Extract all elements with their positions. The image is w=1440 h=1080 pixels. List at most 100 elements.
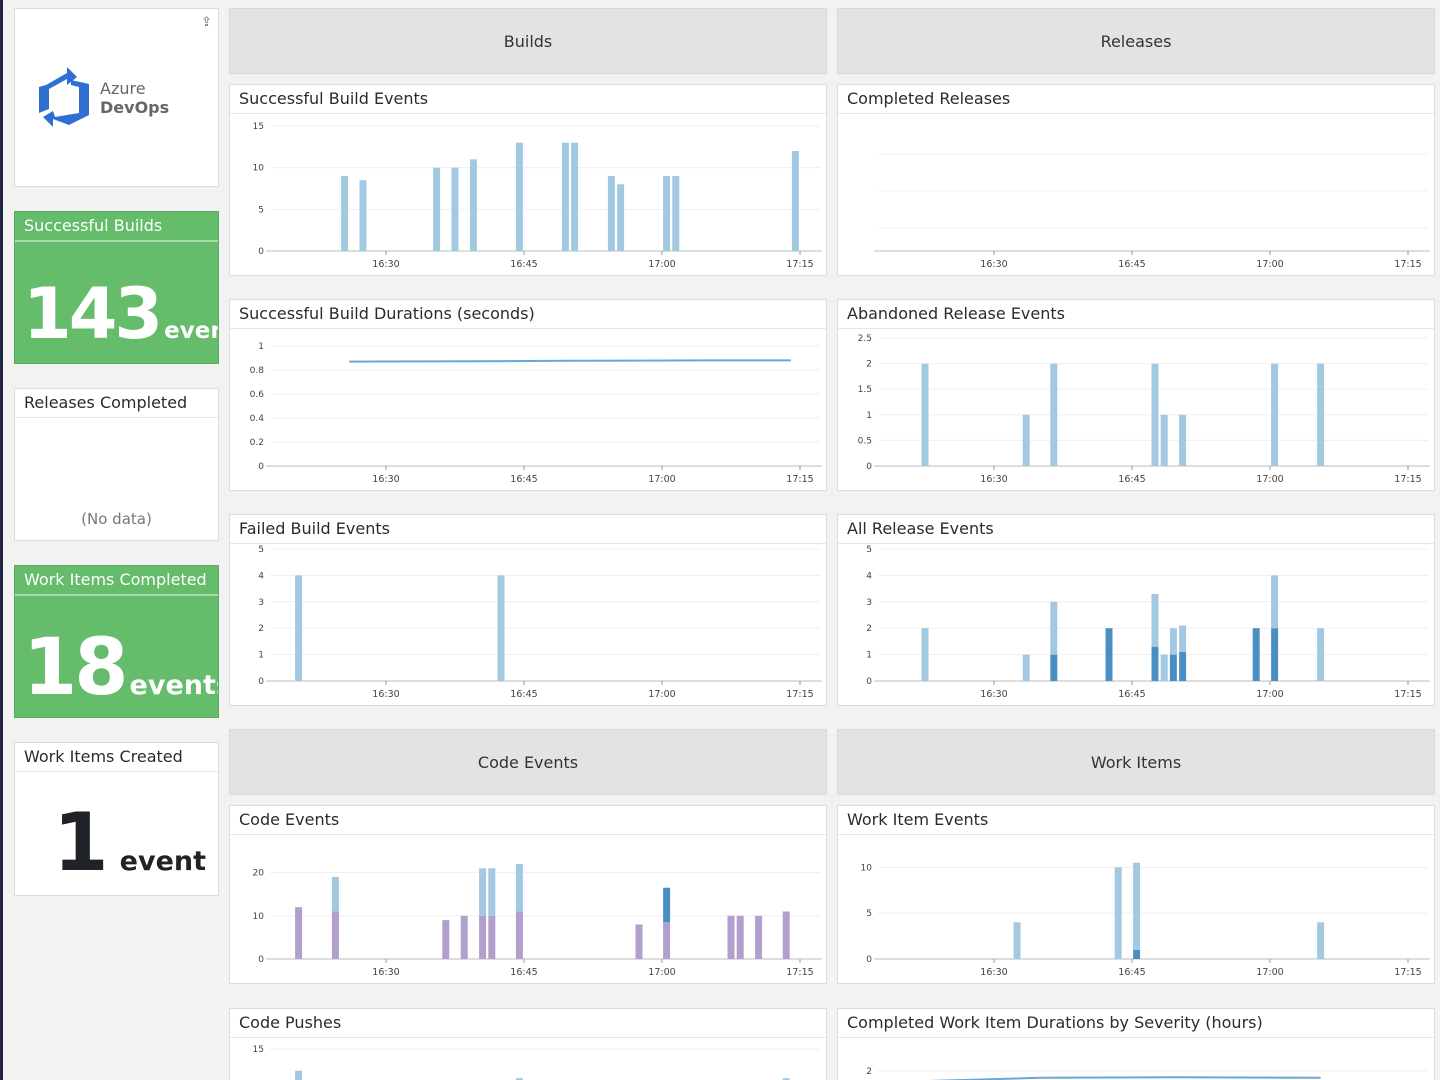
bar-segment[interactable]	[433, 167, 441, 251]
bar-segment[interactable]	[331, 911, 339, 959]
bar-segment[interactable]	[479, 915, 487, 959]
y-tick-label: 5	[866, 909, 872, 919]
bar-segment[interactable]	[755, 915, 763, 959]
work-items-created-widget[interactable]: Work Items Created 1 event	[14, 742, 219, 896]
bar-segment[interactable]	[295, 575, 303, 681]
bar-segment[interactable]	[736, 915, 744, 959]
bar-segment[interactable]	[1252, 628, 1260, 681]
x-tick-label: 16:30	[980, 967, 1007, 978]
releases-completed-widget[interactable]: Releases Completed (No data)	[14, 388, 219, 541]
bar-segment[interactable]	[515, 863, 523, 912]
bar-segment[interactable]	[663, 887, 671, 923]
bar-segment[interactable]	[782, 911, 790, 959]
chart-all-release-events[interactable]: All Release Events 0 1 2 3 4 5 16:30 16:45 17:00 1…	[837, 514, 1435, 706]
chart-completed-work-item-durations[interactable]: Completed Work Item Durations by Severit…	[837, 1008, 1435, 1080]
bar-segment[interactable]	[1133, 949, 1141, 959]
bar-segment[interactable]	[442, 920, 450, 959]
chart-plot: 0 0.2 0.4 0.6 0.8 1 16:30 16:45 17:00 17:15	[250, 342, 822, 485]
bar-segment[interactable]	[515, 911, 523, 959]
bar-segment[interactable]	[1050, 654, 1058, 681]
bar-segment[interactable]	[460, 915, 468, 959]
y-tick-label: 5	[866, 545, 872, 555]
bar-segment[interactable]	[1169, 628, 1177, 655]
bar-segment[interactable]	[1317, 922, 1325, 959]
bar-segment[interactable]	[571, 142, 579, 251]
bar-segment[interactable]	[561, 142, 569, 251]
y-tick-label: 10	[253, 912, 265, 922]
bar-segment[interactable]	[515, 1078, 523, 1080]
bar-segment[interactable]	[663, 176, 671, 251]
x-tick-label: 16:30	[372, 259, 399, 270]
bar-segment[interactable]	[782, 1078, 790, 1080]
bar-segment[interactable]	[921, 628, 929, 681]
bar-segment[interactable]	[341, 176, 349, 251]
y-tick-label: 0	[866, 955, 872, 965]
bar-segment[interactable]	[295, 1070, 303, 1080]
series-line[interactable]	[349, 359, 791, 363]
bar-segment[interactable]	[1160, 654, 1168, 681]
chart-code-pushes[interactable]: Code Pushes 15	[229, 1008, 827, 1080]
bar-segment[interactable]	[791, 151, 799, 251]
chart-successful-build-durations[interactable]: Successful Build Durations (seconds) 0 0.2…	[229, 299, 827, 491]
bar-segment[interactable]	[672, 176, 680, 251]
y-tick-label: 0.4	[250, 414, 265, 424]
bar-segment[interactable]	[635, 924, 643, 959]
bar-segment[interactable]	[1151, 363, 1159, 466]
bar-segment[interactable]	[1151, 646, 1159, 681]
bar-segment[interactable]	[1317, 628, 1325, 681]
bar-segment[interactable]	[1179, 651, 1187, 681]
y-tick-label: 3	[258, 598, 264, 608]
x-tick-label: 17:00	[1256, 474, 1283, 485]
bar-segment[interactable]	[1151, 593, 1159, 647]
bar-segment[interactable]	[1050, 601, 1058, 655]
bar-segment[interactable]	[1317, 363, 1325, 466]
bar-segment[interactable]	[921, 363, 929, 466]
bar-segment[interactable]	[295, 907, 303, 959]
chart-completed-releases[interactable]: Completed Releases 16:30 16:45 17:00 17:15	[837, 84, 1435, 276]
widget-title: Releases Completed	[15, 389, 218, 418]
bar-segment[interactable]	[1022, 654, 1030, 681]
x-tick-label: 17:00	[1256, 689, 1283, 700]
bar-segment[interactable]	[1271, 575, 1279, 629]
bar-segment[interactable]	[617, 184, 625, 251]
bar-segment[interactable]	[1105, 628, 1113, 681]
stat-unit: events	[129, 670, 218, 701]
bar-segment[interactable]	[1133, 862, 1141, 950]
successful-builds-widget[interactable]: Successful Builds 143events	[14, 211, 219, 364]
y-tick-label: 0	[258, 462, 264, 472]
work-items-completed-widget[interactable]: Work Items Completed 18events	[14, 565, 219, 718]
bar-segment[interactable]	[1179, 625, 1187, 652]
chart-successful-build-events[interactable]: Successful Build Events 0 5 10 15 16:30 16:45 1…	[229, 84, 827, 276]
bar-segment[interactable]	[488, 868, 496, 916]
series-line[interactable]	[879, 1076, 1321, 1080]
bar-segment[interactable]	[1050, 363, 1058, 466]
chart-work-item-events[interactable]: Work Item Events 0 5 10 16:30 16:45 17:00 17:15	[837, 805, 1435, 984]
bar-segment[interactable]	[1179, 414, 1187, 466]
bar-segment[interactable]	[451, 167, 459, 251]
bar-segment[interactable]	[1013, 922, 1021, 959]
bar-segment[interactable]	[359, 180, 367, 251]
chart-abandoned-release-events[interactable]: Abandoned Release Events 0 0.5 1 1.5 2 2.5 16:3…	[837, 299, 1435, 491]
bar-segment[interactable]	[479, 868, 487, 916]
bar-segment[interactable]	[1271, 628, 1279, 681]
bar-segment[interactable]	[727, 915, 735, 959]
y-tick-label: 2	[866, 624, 872, 634]
bar-segment[interactable]	[1271, 363, 1279, 466]
bar-segment[interactable]	[663, 922, 671, 959]
x-tick-label: 16:30	[372, 689, 399, 700]
bar-segment[interactable]	[1160, 414, 1168, 466]
chart-plot: 0 1 2 3 4 5 16:30 16:45 17:00 17:15	[258, 545, 822, 700]
bar-segment[interactable]	[488, 915, 496, 959]
bar-segment[interactable]	[331, 876, 339, 912]
bar-segment[interactable]	[497, 575, 505, 681]
bar-segment[interactable]	[469, 159, 477, 251]
bar-segment[interactable]	[607, 176, 615, 251]
chart-code-events[interactable]: Code Events 0 10 20 16:30 16:45 17:00 17:15	[229, 805, 827, 984]
bar-segment[interactable]	[1114, 867, 1122, 959]
bar-segment[interactable]	[1169, 654, 1177, 681]
chart-plot: 2	[866, 1067, 1428, 1080]
chart-failed-build-events[interactable]: Failed Build Events 0 1 2 3 4 5 16:30 16:45 17:00…	[229, 514, 827, 706]
share-icon[interactable]: ⇪	[201, 15, 212, 30]
bar-segment[interactable]	[1022, 414, 1030, 466]
bar-segment[interactable]	[515, 142, 523, 251]
